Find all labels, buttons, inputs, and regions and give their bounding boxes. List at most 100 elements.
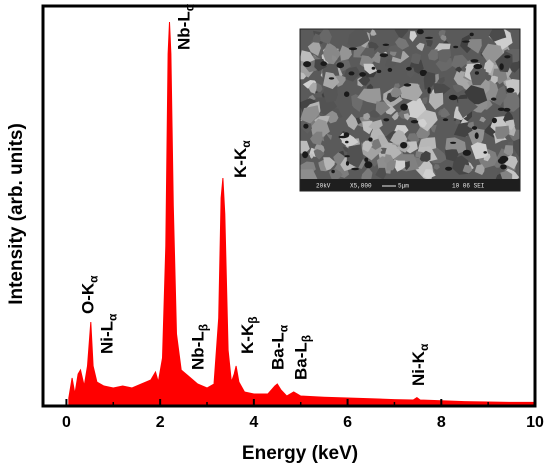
- sem-pore: [338, 135, 348, 139]
- sem-grain: [310, 131, 323, 146]
- sem-grain: [323, 157, 335, 171]
- peak-label-ba-lα: Ba-Lα: [268, 324, 290, 370]
- sem-grain: [331, 55, 338, 62]
- peak-label-ni-lα: Ni-Lα: [97, 313, 119, 354]
- sem-grain: [375, 101, 391, 116]
- sem-caption-part-0: 20kV: [316, 183, 331, 190]
- sem-pore: [427, 87, 431, 94]
- sem-caption-part-3: 10 06 SEI: [452, 183, 484, 190]
- sem-grain: [300, 140, 310, 155]
- sem-pore: [303, 123, 309, 129]
- sem-grain: [431, 124, 437, 133]
- sem-pore: [382, 43, 390, 46]
- sem-grain: [346, 144, 364, 168]
- peak-label-nb-lβ: Nb-Lβ: [189, 324, 211, 370]
- sem-grain: [403, 113, 410, 121]
- sem-grain: [416, 42, 425, 52]
- sem-pore: [345, 161, 350, 166]
- sem-grain: [323, 133, 332, 145]
- sem-grain: [407, 133, 420, 145]
- peak-label-ni-kα: Ni-Kα: [409, 343, 431, 386]
- sem-grain: [440, 107, 451, 118]
- sem-pore: [448, 94, 458, 101]
- sem-micrograph-inset: 20kV X5,000 5μm 10 06 SEI: [299, 28, 521, 192]
- sem-caption-part-2: 5μm: [398, 183, 409, 190]
- sem-grain: [451, 54, 469, 70]
- sem-pore: [406, 66, 412, 71]
- sem-grain: [428, 92, 444, 110]
- sem-grain: [422, 97, 428, 105]
- sem-pore: [302, 151, 309, 159]
- sem-grain: [390, 129, 408, 145]
- sem-pore: [348, 47, 358, 51]
- sem-grain: [357, 88, 382, 104]
- x-tick-label-4: 4: [249, 414, 258, 431]
- sem-grain: [307, 42, 321, 56]
- sem-grain: [323, 86, 338, 103]
- peak-label-nb-lα: Nb-Lα: [175, 3, 197, 50]
- sem-grain: [489, 29, 507, 42]
- sem-pore: [499, 63, 504, 70]
- sem-grain: [410, 53, 421, 65]
- sem-pore: [359, 72, 366, 77]
- sem-pore: [462, 40, 470, 43]
- sem-grain: [362, 140, 373, 153]
- sem-grain: [391, 111, 400, 121]
- sem-pore: [469, 32, 474, 37]
- sem-pore: [506, 87, 515, 93]
- sem-pore: [470, 59, 479, 63]
- sem-pore: [483, 151, 488, 154]
- sem-pore: [379, 53, 389, 58]
- sem-pore: [497, 107, 505, 112]
- sem-pore: [491, 97, 497, 101]
- sem-pore: [424, 36, 434, 40]
- sem-pore: [400, 142, 408, 149]
- sem-pore: [410, 120, 419, 124]
- sem-grain: [370, 138, 382, 150]
- x-axis-title: Energy (keV): [242, 443, 358, 464]
- sem-grain: [418, 118, 427, 128]
- sem-grain: [437, 76, 445, 85]
- sem-pore: [368, 137, 373, 142]
- sem-grain: [419, 150, 431, 162]
- sem-grain: [505, 119, 515, 131]
- sem-grain: [455, 66, 462, 73]
- sem-pore: [491, 117, 497, 124]
- x-tick-label-6: 6: [343, 414, 352, 431]
- sem-pore: [371, 66, 376, 70]
- sem-grain: [309, 153, 314, 159]
- sem-pore: [328, 77, 335, 80]
- sem-pore: [403, 83, 412, 87]
- sem-pore: [336, 62, 345, 69]
- sem-pore: [453, 45, 459, 49]
- sem-pore: [504, 55, 511, 59]
- sem-grain: [386, 160, 397, 171]
- sem-pore: [445, 166, 453, 171]
- peak-label-k-kα: K-Kα: [231, 140, 253, 178]
- sem-grain: [378, 141, 402, 162]
- sem-grain: [362, 120, 374, 135]
- sem-grain: [490, 75, 498, 84]
- sem-grain: [318, 29, 332, 45]
- sem-grain: [467, 39, 482, 54]
- sem-grain: [513, 138, 520, 157]
- sem-grain: [363, 112, 371, 120]
- sem-pore: [419, 69, 427, 77]
- sem-pore: [376, 69, 382, 74]
- sem-grain: [395, 37, 410, 50]
- sem-grain: [399, 83, 423, 102]
- sem-grain: [322, 42, 342, 67]
- sem-grain: [390, 87, 402, 98]
- sem-grain: [423, 71, 436, 90]
- sem-grain: [368, 119, 383, 131]
- sem-grain: [323, 71, 340, 90]
- sem-pore: [450, 141, 457, 144]
- sem-pore: [500, 164, 507, 170]
- sem-pore: [351, 167, 359, 171]
- sem-grain: [370, 29, 377, 36]
- sem-grain: [458, 98, 478, 119]
- sem-grain: [359, 55, 375, 69]
- x-tick-label-0: 0: [62, 414, 71, 431]
- x-tick-label-2: 2: [156, 414, 165, 431]
